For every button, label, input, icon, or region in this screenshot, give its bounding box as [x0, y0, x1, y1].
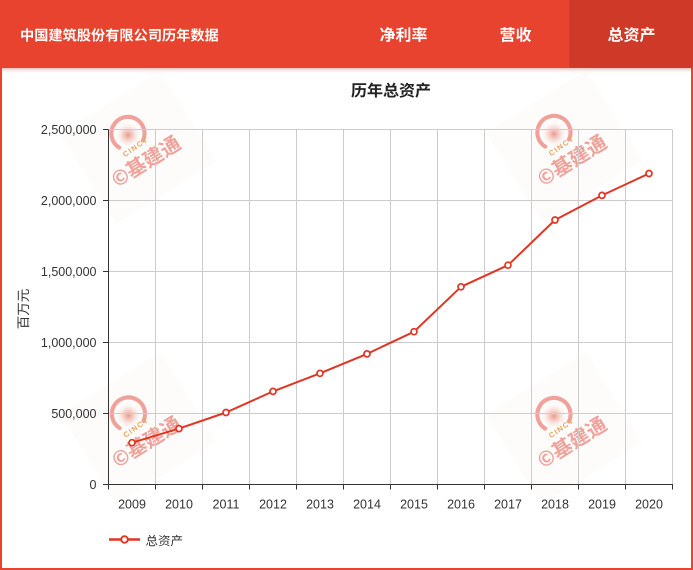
svg-text:2011: 2011	[213, 497, 240, 511]
svg-text:2016: 2016	[447, 497, 475, 511]
svg-text:2009: 2009	[118, 497, 146, 511]
svg-text:2012: 2012	[259, 497, 287, 511]
svg-text:2019: 2019	[588, 497, 616, 511]
svg-text:2013: 2013	[306, 497, 334, 511]
svg-text:1,500,000: 1,500,000	[41, 265, 97, 279]
svg-text:500,000: 500,000	[51, 407, 96, 421]
svg-text:2017: 2017	[494, 497, 522, 511]
svg-text:2014: 2014	[353, 497, 381, 511]
svg-text:2018: 2018	[541, 497, 569, 511]
svg-text:2,000,000: 2,000,000	[41, 194, 97, 208]
svg-text:0: 0	[90, 478, 97, 492]
svg-text:2,500,000: 2,500,000	[41, 123, 97, 137]
svg-text:1,000,000: 1,000,000	[41, 336, 97, 350]
svg-text:2015: 2015	[400, 497, 428, 511]
svg-text:2010: 2010	[165, 497, 193, 511]
svg-text:2020: 2020	[635, 497, 663, 511]
